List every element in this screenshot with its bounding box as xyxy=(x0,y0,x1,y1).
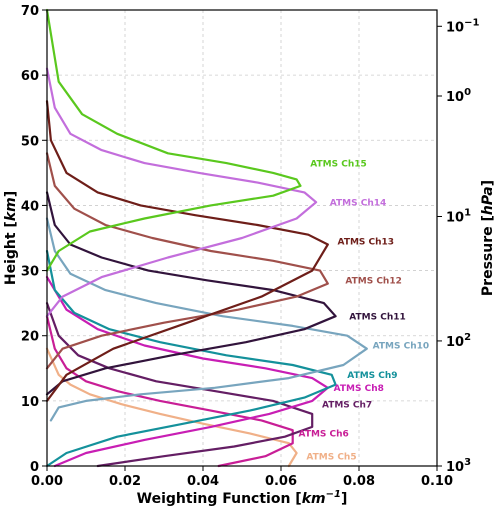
x-tick-label: 0.04 xyxy=(187,474,219,489)
y-tick-label: 70 xyxy=(21,4,39,19)
pressure-tick-label: 101 xyxy=(446,208,471,226)
series-label-atms-ch9: ATMS Ch9 xyxy=(347,371,397,381)
x-tick-label: 0.10 xyxy=(421,474,453,489)
pressure-tick-label: 102 xyxy=(446,332,471,350)
x-axis-title: Weighting Function [km−1] xyxy=(137,489,348,507)
y-axis-title: Height [km] xyxy=(3,191,19,285)
series-line-atms-ch14 xyxy=(45,67,318,318)
series-labels: ATMS Ch5 ATMS Ch6 ATMS Ch7 ATMS Ch8 ATMS Ch9… xyxy=(299,159,430,462)
series-label-atms-ch10: ATMS Ch10 xyxy=(373,342,430,352)
pressure-axis-title: Pressure [hPa] xyxy=(480,180,496,296)
y-tick-label: 20 xyxy=(21,330,39,345)
pressure-axis-ticks: 10−1 100 101 102 103 xyxy=(437,17,479,475)
pressure-tick-label: 103 xyxy=(446,457,471,475)
series-label-atms-ch14: ATMS Ch14 xyxy=(330,198,387,208)
series-line-atms-ch6 xyxy=(45,315,294,468)
plot-frame xyxy=(46,9,438,467)
series-label-atms-ch6: ATMS Ch6 xyxy=(299,430,349,440)
series-line-atms-ch10 xyxy=(45,217,368,422)
x-tick-label: 0.00 xyxy=(31,474,63,489)
y-tick-label: 40 xyxy=(21,199,39,214)
series-line-atms-ch13 xyxy=(45,100,329,402)
series-label-atms-ch12: ATMS Ch12 xyxy=(345,277,402,287)
y-tick-label: 0 xyxy=(30,460,39,475)
y-tick-label: 60 xyxy=(21,69,39,84)
series-lines xyxy=(45,8,368,468)
series-line-atms-ch12 xyxy=(45,152,329,370)
pressure-tick-label: 100 xyxy=(446,87,471,105)
series-label-atms-ch5: ATMS Ch5 xyxy=(306,452,356,462)
pressure-tick-label: 10−1 xyxy=(446,17,479,35)
y-tick-label: 30 xyxy=(21,265,39,280)
y-tick-label: 50 xyxy=(21,134,39,149)
series-line-atms-ch11 xyxy=(45,191,337,396)
series-line-atms-ch8 xyxy=(45,276,329,468)
x-tick-label: 0.02 xyxy=(109,474,141,489)
y-axis-ticks: 0 10 20 30 40 50 60 70 xyxy=(21,4,47,475)
series-line-atms-ch5 xyxy=(45,347,298,468)
series-line-atms-ch9 xyxy=(45,249,337,468)
series-line-atms-ch7 xyxy=(45,302,314,468)
y-tick-label: 10 xyxy=(21,395,39,410)
series-label-atms-ch11: ATMS Ch11 xyxy=(349,312,406,322)
x-tick-label: 0.08 xyxy=(343,474,375,489)
series-label-atms-ch13: ATMS Ch13 xyxy=(338,238,395,248)
series-label-atms-ch7: ATMS Ch7 xyxy=(322,400,372,410)
x-axis-ticks: 0.00 0.02 0.04 0.06 0.08 0.10 xyxy=(31,466,453,489)
series-label-atms-ch8: ATMS Ch8 xyxy=(334,384,384,394)
series-label-atms-ch15: ATMS Ch15 xyxy=(310,159,367,169)
x-tick-label: 0.06 xyxy=(265,474,297,489)
series-line-atms-ch15 xyxy=(45,8,302,272)
